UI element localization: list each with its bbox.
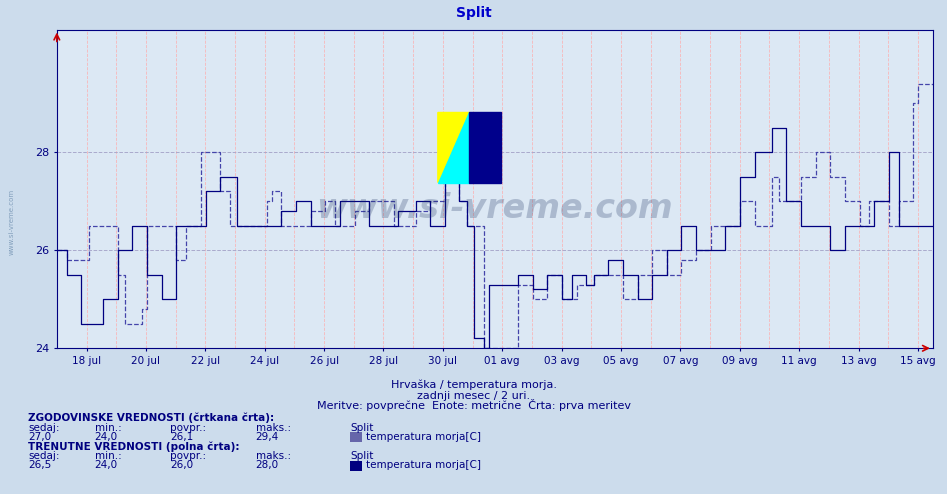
Text: 24,0: 24,0 xyxy=(95,432,117,442)
Text: temperatura morja[C]: temperatura morja[C] xyxy=(366,432,480,442)
Text: povpr.:: povpr.: xyxy=(170,423,206,433)
Text: 27,0: 27,0 xyxy=(28,432,51,442)
Text: maks.:: maks.: xyxy=(256,452,291,461)
Text: 26,0: 26,0 xyxy=(170,460,193,470)
Text: min.:: min.: xyxy=(95,452,121,461)
Text: sedaj:: sedaj: xyxy=(28,423,60,433)
Text: Hrvaška / temperatura morja.: Hrvaška / temperatura morja. xyxy=(390,379,557,390)
Text: 26,5: 26,5 xyxy=(28,460,52,470)
Text: 26,1: 26,1 xyxy=(170,432,194,442)
Polygon shape xyxy=(470,113,501,183)
Text: Split: Split xyxy=(350,423,374,433)
Text: sedaj:: sedaj: xyxy=(28,452,60,461)
Text: 24,0: 24,0 xyxy=(95,460,117,470)
Text: temperatura morja[C]: temperatura morja[C] xyxy=(366,460,480,470)
Text: Split: Split xyxy=(456,6,491,20)
Text: ZGODOVINSKE VREDNOSTI (črtkana črta):: ZGODOVINSKE VREDNOSTI (črtkana črta): xyxy=(28,412,275,423)
Text: maks.:: maks.: xyxy=(256,423,291,433)
Text: 29,4: 29,4 xyxy=(256,432,279,442)
Text: www.si-vreme.com: www.si-vreme.com xyxy=(316,192,673,225)
Text: min.:: min.: xyxy=(95,423,121,433)
Polygon shape xyxy=(438,113,470,183)
Text: zadnji mesec / 2 uri.: zadnji mesec / 2 uri. xyxy=(417,391,530,401)
Polygon shape xyxy=(438,113,470,183)
Text: Split: Split xyxy=(350,452,374,461)
Text: www.si-vreme.com: www.si-vreme.com xyxy=(9,189,14,255)
Text: povpr.:: povpr.: xyxy=(170,452,206,461)
Text: TRENUTNE VREDNOSTI (polna črta):: TRENUTNE VREDNOSTI (polna črta): xyxy=(28,441,240,452)
Text: 28,0: 28,0 xyxy=(256,460,278,470)
Text: Meritve: povprečne  Enote: metrične  Črta: prva meritev: Meritve: povprečne Enote: metrične Črta:… xyxy=(316,399,631,411)
